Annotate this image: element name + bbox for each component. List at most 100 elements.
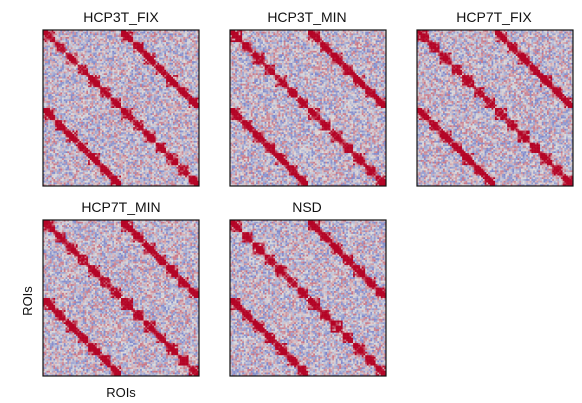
heatmap-cell bbox=[98, 85, 100, 87]
heatmap-cell bbox=[135, 33, 137, 35]
heatmap-cell bbox=[98, 58, 100, 60]
heatmap-cell bbox=[154, 113, 156, 115]
heatmap-cell bbox=[161, 39, 163, 41]
heatmap-cell bbox=[196, 113, 198, 115]
heatmap-cell bbox=[111, 37, 113, 39]
heatmap-cell bbox=[124, 75, 126, 77]
heatmap-cell bbox=[173, 118, 175, 120]
heatmap-cell bbox=[170, 70, 172, 72]
heatmap-cell bbox=[131, 98, 133, 100]
heatmap-cell bbox=[107, 35, 109, 37]
heatmap-cell bbox=[86, 98, 88, 100]
heatmap-cell bbox=[90, 66, 92, 68]
heatmap-cell bbox=[170, 122, 172, 124]
heatmap-cell bbox=[78, 65, 80, 67]
heatmap-cell bbox=[109, 117, 111, 119]
heatmap-cell bbox=[104, 66, 106, 68]
heatmap-cell bbox=[140, 59, 142, 61]
heatmap-cell bbox=[166, 33, 168, 35]
heatmap-cell bbox=[190, 92, 192, 94]
heatmap-cell bbox=[137, 98, 139, 100]
heatmap-cell bbox=[150, 87, 152, 89]
heatmap-cell bbox=[90, 46, 92, 48]
heatmap-cell bbox=[178, 44, 180, 46]
heatmap-cell bbox=[185, 106, 187, 108]
heatmap-cell bbox=[111, 46, 113, 48]
heatmap-cell bbox=[62, 39, 64, 41]
heatmap-cell bbox=[105, 40, 107, 42]
heatmap-cell bbox=[137, 72, 139, 74]
heatmap-cell bbox=[187, 108, 189, 110]
heatmap-cell bbox=[50, 117, 52, 119]
heatmap-cell bbox=[159, 51, 161, 53]
heatmap-cell bbox=[190, 44, 192, 46]
heatmap-cell bbox=[176, 115, 178, 117]
heatmap-cell bbox=[173, 111, 175, 113]
heatmap-cell bbox=[92, 49, 94, 51]
heatmap-cell bbox=[175, 122, 177, 124]
heatmap-cell bbox=[180, 115, 182, 117]
heatmap-cell bbox=[98, 117, 100, 119]
heatmap-cell bbox=[182, 124, 184, 126]
heatmap-cell bbox=[67, 75, 69, 77]
heatmap-cell bbox=[164, 117, 166, 119]
heatmap-cell bbox=[93, 106, 95, 108]
heatmap-cell bbox=[81, 33, 83, 35]
heatmap-cell bbox=[102, 63, 104, 65]
heatmap-cell bbox=[157, 106, 159, 108]
heatmap-cell bbox=[59, 89, 61, 91]
heatmap-cell bbox=[83, 122, 85, 124]
heatmap-cell bbox=[78, 44, 80, 46]
heatmap-cell bbox=[187, 98, 189, 100]
heatmap-cell bbox=[187, 103, 189, 105]
heatmap-cell bbox=[190, 39, 192, 41]
heatmap-cell bbox=[183, 51, 185, 53]
heatmap-cell bbox=[166, 53, 168, 55]
heatmap-cell bbox=[69, 96, 71, 98]
heatmap-cell bbox=[86, 65, 88, 67]
heatmap-cell bbox=[154, 72, 156, 74]
heatmap-cell bbox=[118, 66, 120, 68]
heatmap-cell bbox=[166, 44, 168, 46]
heatmap-cell bbox=[163, 51, 165, 53]
heatmap-cell bbox=[46, 63, 48, 65]
heatmap-cell bbox=[109, 44, 111, 46]
heatmap-cell bbox=[45, 63, 47, 65]
heatmap-cell bbox=[46, 80, 48, 82]
heatmap-cell bbox=[171, 75, 173, 77]
heatmap-cell bbox=[109, 80, 111, 82]
heatmap-cell bbox=[126, 94, 128, 96]
heatmap-cell bbox=[62, 118, 64, 120]
heatmap-cell bbox=[90, 106, 92, 108]
heatmap-cell bbox=[116, 51, 118, 53]
heatmap-cell bbox=[145, 82, 147, 84]
heatmap-cell bbox=[118, 99, 120, 101]
heatmap-cell bbox=[55, 73, 57, 75]
heatmap-cell bbox=[76, 96, 78, 98]
heatmap-cell bbox=[93, 92, 95, 94]
heatmap-cell bbox=[116, 101, 118, 103]
heatmap-cell bbox=[185, 115, 187, 117]
heatmap-cell bbox=[163, 103, 165, 105]
heatmap-cell bbox=[145, 68, 147, 70]
heatmap-cell bbox=[86, 61, 88, 63]
heatmap-cell bbox=[72, 49, 74, 51]
heatmap-cell bbox=[126, 65, 128, 67]
heatmap-cell bbox=[137, 75, 139, 77]
heatmap-cell bbox=[111, 61, 113, 63]
heatmap-cell bbox=[135, 84, 137, 86]
heatmap-cell bbox=[90, 58, 92, 60]
heatmap-cell bbox=[86, 113, 88, 115]
heatmap-cell bbox=[45, 99, 47, 101]
heatmap-cell bbox=[154, 79, 156, 81]
heatmap-cell bbox=[154, 51, 156, 53]
heatmap-cell bbox=[161, 53, 163, 55]
heatmap-cell bbox=[55, 40, 57, 42]
heatmap-cell bbox=[138, 122, 140, 124]
heatmap-cell bbox=[137, 117, 139, 119]
heatmap-cell bbox=[166, 70, 168, 72]
heatmap-cell bbox=[150, 113, 152, 115]
heatmap-cell bbox=[111, 115, 113, 117]
heatmap-cell bbox=[79, 37, 81, 39]
heatmap-cell bbox=[137, 108, 139, 110]
